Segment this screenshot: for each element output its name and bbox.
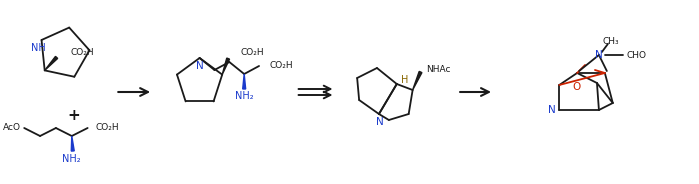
Text: CO₂H: CO₂H bbox=[240, 48, 264, 57]
Polygon shape bbox=[222, 58, 229, 75]
Text: +: + bbox=[67, 107, 80, 123]
Text: NH: NH bbox=[31, 43, 46, 53]
Text: N: N bbox=[595, 50, 603, 60]
Text: N: N bbox=[549, 105, 556, 115]
Text: CO₂H: CO₂H bbox=[71, 48, 94, 57]
Text: N: N bbox=[196, 61, 203, 71]
Text: CH₃: CH₃ bbox=[603, 36, 619, 45]
Polygon shape bbox=[243, 74, 245, 89]
Text: AcO: AcO bbox=[3, 123, 21, 132]
Text: N: N bbox=[376, 117, 384, 127]
Text: H: H bbox=[401, 75, 408, 85]
Text: O: O bbox=[572, 82, 580, 92]
Polygon shape bbox=[45, 56, 58, 70]
Text: CO₂H: CO₂H bbox=[269, 61, 293, 70]
Text: CO₂H: CO₂H bbox=[96, 123, 120, 132]
Text: CHO: CHO bbox=[626, 50, 647, 59]
Text: NH₂: NH₂ bbox=[62, 154, 81, 164]
Text: NH₂: NH₂ bbox=[235, 91, 254, 101]
Polygon shape bbox=[412, 71, 422, 90]
Polygon shape bbox=[71, 136, 74, 151]
Text: NHAc: NHAc bbox=[426, 66, 451, 75]
